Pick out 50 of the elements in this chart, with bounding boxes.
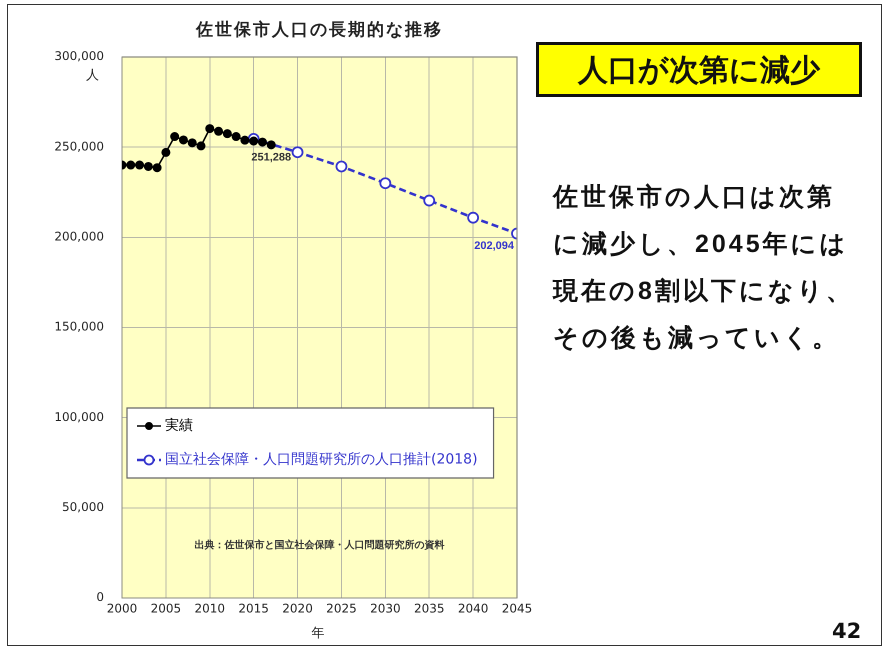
point — [292, 146, 304, 158]
point — [249, 136, 258, 146]
text: 佐世保市の人口は次第に減少し、2045年には現在の8割以下になり、その後も減っていく。 — [553, 182, 855, 354]
point — [379, 177, 392, 190]
point — [467, 212, 480, 224]
point — [240, 136, 250, 145]
y-tick-label: 0 — [96, 590, 104, 604]
y-tick-label: 250,000 — [54, 139, 104, 154]
x-tick-label: 2010 — [194, 601, 226, 616]
data-label: 251,288 — [251, 151, 292, 164]
x-tick-label: 2025 — [326, 601, 357, 616]
chart-title: 佐世保市人口の長期的な推移 — [194, 19, 444, 41]
annotation: 出典：佐世保市と国立社会保障・人口問題研究所の資料 — [194, 538, 446, 552]
y-tick-label: 200,000 — [54, 229, 104, 244]
point — [178, 135, 188, 144]
y-axis-title: 人 — [86, 67, 99, 84]
x-tick-label: 2045 — [502, 601, 532, 616]
x-tick-label: 2005 — [150, 601, 182, 616]
x-tick-label: 2030 — [370, 601, 401, 616]
point — [423, 194, 436, 206]
data-label: 202,094 — [474, 240, 515, 252]
point — [258, 138, 267, 147]
point — [170, 132, 180, 142]
point — [222, 129, 232, 138]
text: 42 — [832, 619, 862, 643]
point — [126, 160, 136, 170]
x-tick-label: 2035 — [414, 601, 444, 616]
legend-label: 実績 — [165, 418, 193, 434]
text: 人口が次第に減少 — [536, 42, 862, 97]
point — [161, 148, 170, 157]
y-tick-label: 300,000 — [54, 49, 104, 64]
point — [135, 160, 144, 170]
point — [336, 160, 348, 172]
point — [214, 126, 224, 136]
x-tick-label: 2020 — [282, 601, 313, 616]
x-tick-label: 2000 — [106, 601, 138, 616]
point — [266, 140, 276, 150]
y-tick-label: 50,000 — [62, 500, 104, 514]
point — [232, 132, 241, 142]
x-tick-label: 2040 — [458, 601, 488, 616]
point — [144, 162, 153, 171]
point — [196, 141, 206, 150]
y-tick-label: 100,000 — [54, 410, 104, 424]
y-tick-label: 150,000 — [54, 320, 104, 334]
x-axis-title: 年 — [310, 625, 326, 642]
point — [152, 163, 162, 172]
point — [188, 138, 197, 148]
point — [205, 124, 214, 134]
x-tick-label: 2015 — [238, 601, 269, 616]
legend-label: 国立社会保障・人口問題研究所の人口推計(2018) — [165, 452, 478, 468]
